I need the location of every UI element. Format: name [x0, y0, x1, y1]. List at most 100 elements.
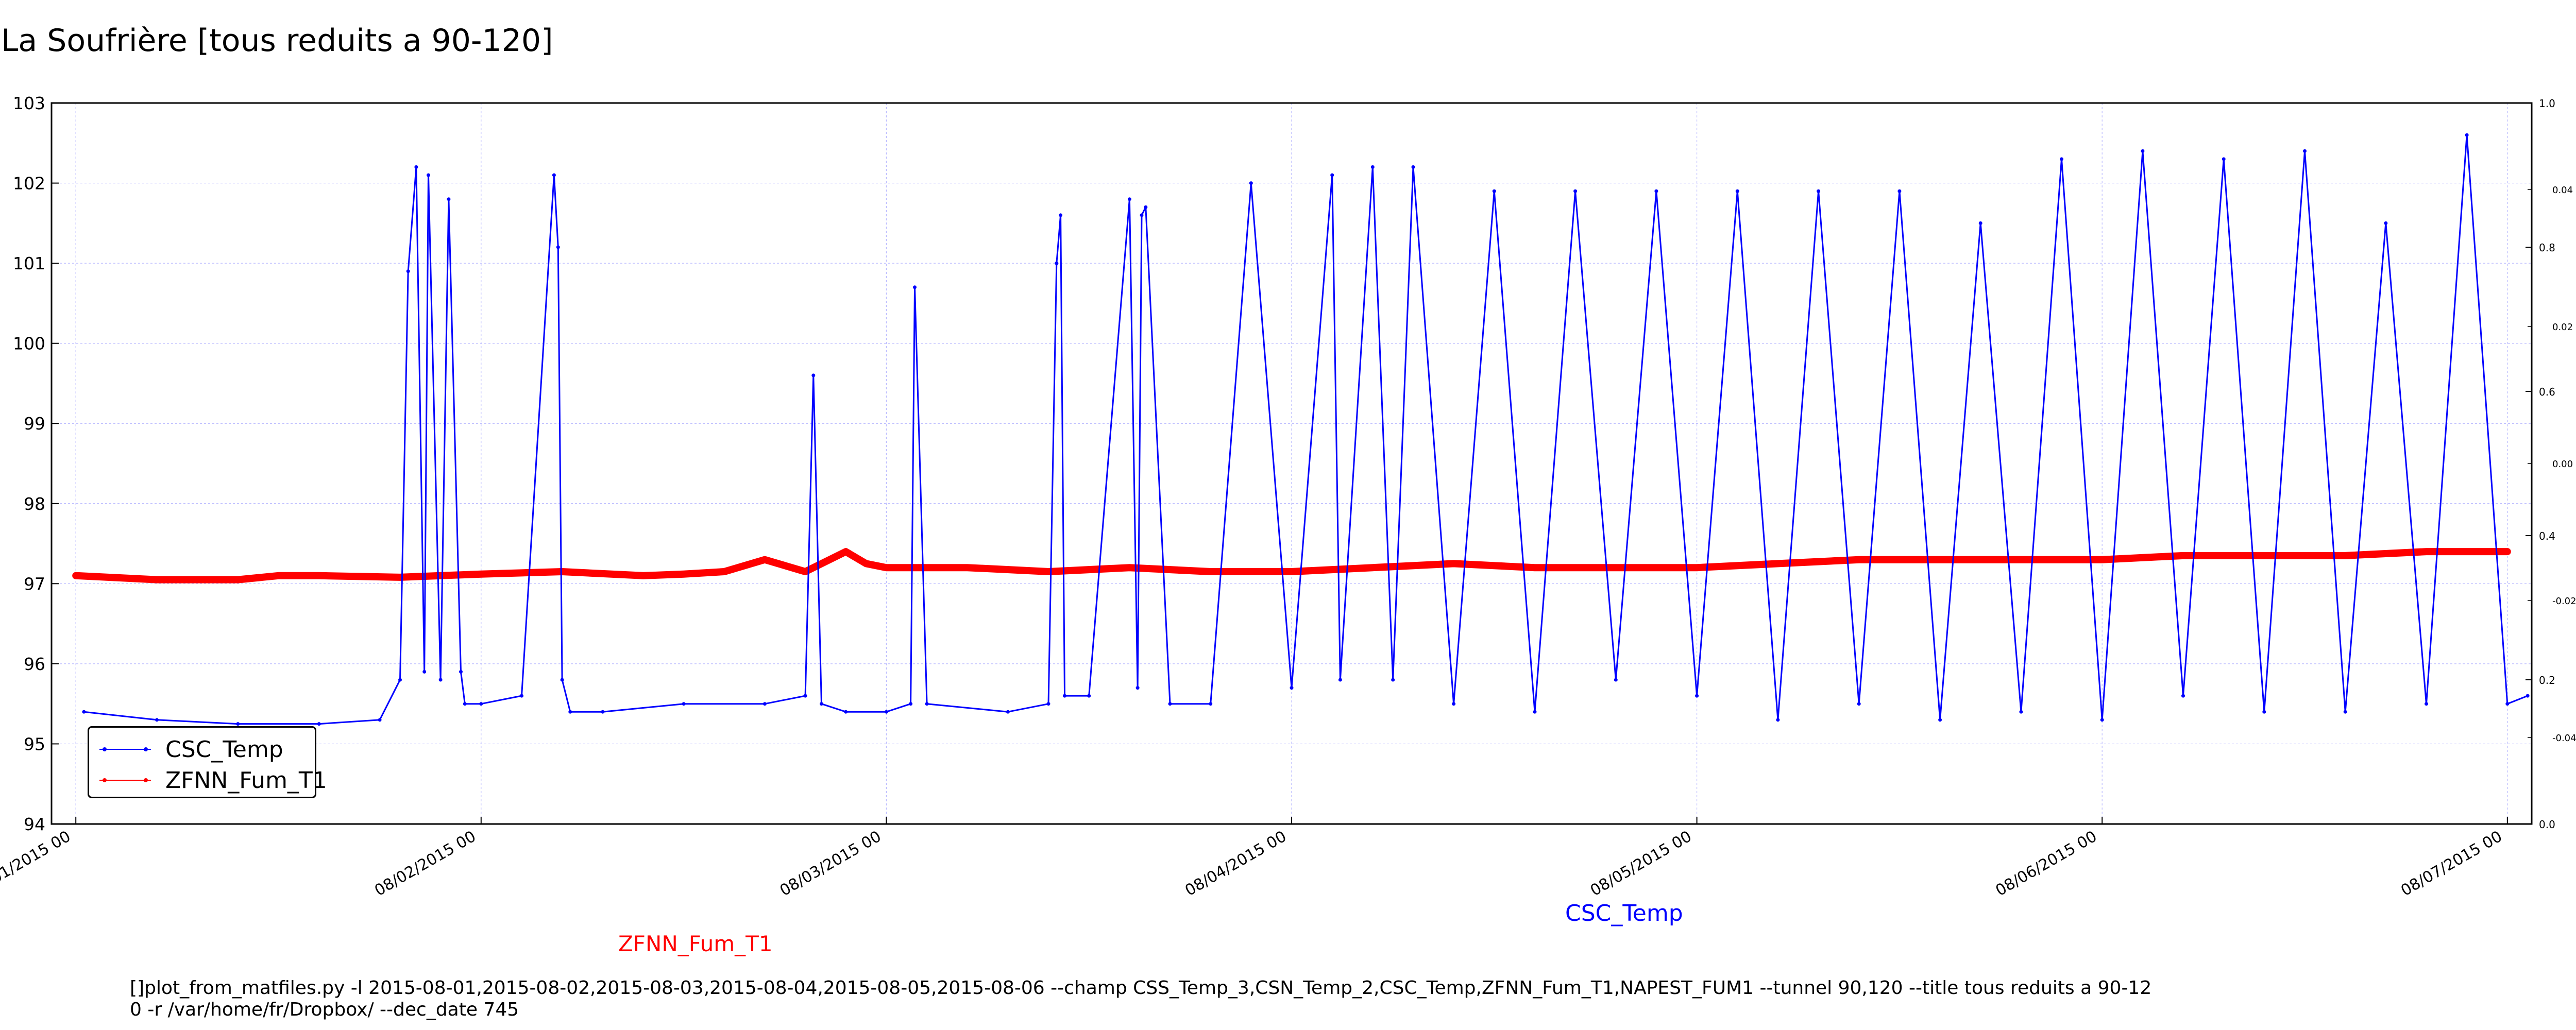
- data-point: [1168, 702, 1172, 706]
- data-point: [2262, 710, 2266, 714]
- x-tick-label: 08/05/2015 00: [1587, 828, 1695, 900]
- legend-swatch-blue: [99, 747, 151, 751]
- data-point: [1391, 678, 1395, 682]
- data-point: [378, 718, 382, 722]
- data-point: [1614, 678, 1618, 682]
- y-tick-label: 98: [24, 494, 45, 514]
- y-tick-label: 94: [24, 814, 45, 834]
- data-point: [447, 197, 451, 201]
- data-point: [317, 722, 321, 726]
- right-inner-tick-label: -0.02: [2552, 596, 2576, 607]
- data-point: [236, 722, 240, 726]
- data-point: [1290, 686, 1294, 690]
- data-point: [913, 285, 917, 289]
- data-point: [438, 678, 443, 682]
- data-point: [682, 702, 686, 706]
- data-point: [556, 245, 560, 249]
- data-point: [2526, 694, 2530, 698]
- x-tick-label: 08/02/2015 00: [371, 828, 479, 900]
- chart-canvas: 94 95 96 97 98 99 100 101 102 103 08/01/2015 00 08/…: [0, 93, 2576, 900]
- data-point: [2465, 133, 2469, 137]
- data-point: [2141, 149, 2145, 153]
- series-line: [72, 548, 2511, 583]
- data-point: [1140, 213, 1144, 217]
- data-point: [2384, 221, 2388, 225]
- data-point: [1735, 189, 1739, 193]
- legend-label-zfnn: ZFNN_Fum_T1: [165, 767, 327, 794]
- axis-label-zfnn: ZFNN_Fum_T1: [618, 931, 773, 956]
- data-point: [2019, 710, 2023, 714]
- data-point: [2343, 710, 2347, 714]
- x-tick-label: 08/04/2015 00: [1182, 828, 1290, 900]
- legend-item-csc: CSC_Temp: [99, 734, 283, 765]
- series-line: [83, 134, 2529, 725]
- right-tick-label: 0.8: [2539, 242, 2555, 254]
- series-csc-temp: [82, 133, 2530, 726]
- data-point: [1452, 702, 1456, 706]
- y-tick-label: 96: [24, 654, 45, 674]
- data-point: [1492, 189, 1496, 193]
- legend-swatch-red: [99, 778, 151, 782]
- x-tick-label: 08/06/2015 00: [1993, 828, 2100, 900]
- data-point: [155, 718, 159, 722]
- data-point: [1573, 189, 1578, 193]
- data-point: [1063, 694, 1066, 698]
- y-tick-label: 101: [13, 253, 45, 273]
- y-tick-label: 100: [13, 334, 45, 354]
- y-tick-label: 97: [24, 574, 45, 594]
- data-point: [1209, 702, 1213, 706]
- x-tick-label: 08/01/2015 00: [0, 828, 74, 900]
- right-inner-tick-label: 0.00: [2552, 459, 2573, 470]
- chart-title: La Soufrière [tous reduits a 90-120]: [1, 23, 553, 59]
- data-point: [2222, 157, 2226, 161]
- data-point: [820, 702, 823, 706]
- data-point: [560, 678, 564, 682]
- data-point: [601, 710, 605, 714]
- data-point: [398, 678, 402, 682]
- data-point: [427, 173, 430, 177]
- data-point: [463, 702, 467, 706]
- series-layer: [72, 133, 2530, 726]
- data-point: [552, 173, 556, 177]
- right-tick-label: 0.0: [2539, 818, 2555, 831]
- command-line-caption: []plot_from_matfiles.py -l 2015-08-01,20…: [130, 977, 2152, 1020]
- data-point: [1127, 197, 1131, 201]
- right-tick-label: 0.2: [2539, 674, 2555, 686]
- legend-label-csc: CSC_Temp: [165, 736, 283, 763]
- right-inner-tick-label: -0.04: [2552, 733, 2576, 744]
- data-point: [2303, 149, 2307, 153]
- data-point: [520, 694, 523, 698]
- right-inner-tick-label: 0.02: [2552, 322, 2573, 333]
- data-point: [1897, 189, 1902, 193]
- data-point: [1533, 710, 1537, 714]
- data-point: [1330, 173, 1334, 177]
- data-point: [1087, 694, 1091, 698]
- data-point: [1857, 702, 1861, 706]
- x-tick-label: 08/03/2015 00: [777, 828, 885, 900]
- data-point: [811, 373, 816, 377]
- right-tick-label: 0.4: [2539, 530, 2555, 542]
- data-point: [2505, 702, 2510, 706]
- data-point: [1055, 261, 1059, 265]
- data-point: [1654, 189, 1658, 193]
- data-point: [1338, 678, 1342, 682]
- data-point: [925, 702, 929, 706]
- data-point: [2100, 718, 2104, 722]
- data-point: [1938, 718, 1942, 722]
- axis-label-csc: CSC_Temp: [1565, 900, 1683, 926]
- data-point: [1978, 221, 1982, 225]
- data-point: [1695, 694, 1699, 698]
- x-tick-label: 08/07/2015 00: [2398, 828, 2505, 900]
- y-tick-label: 102: [13, 174, 45, 194]
- y-tick-label: 103: [13, 93, 45, 113]
- data-point: [1370, 165, 1375, 169]
- right-tick-label: 0.6: [2539, 386, 2555, 398]
- grid-lines: [52, 103, 2532, 824]
- data-point: [422, 670, 427, 674]
- right-tick-label: 1.0: [2539, 97, 2555, 110]
- data-point: [459, 670, 463, 674]
- data-point: [762, 702, 767, 706]
- data-point: [1817, 189, 1821, 193]
- data-point: [2425, 702, 2428, 706]
- data-point: [1144, 205, 1148, 209]
